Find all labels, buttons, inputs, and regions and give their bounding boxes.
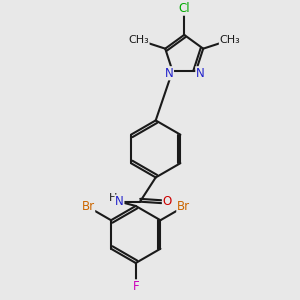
Text: Cl: Cl — [178, 2, 190, 15]
Text: Br: Br — [82, 200, 94, 214]
Text: N: N — [115, 195, 124, 208]
Text: N: N — [165, 67, 173, 80]
Text: N: N — [196, 67, 205, 80]
Text: Br: Br — [177, 200, 190, 214]
Text: CH₃: CH₃ — [219, 35, 240, 45]
Text: CH₃: CH₃ — [128, 35, 149, 45]
Text: H: H — [109, 193, 117, 203]
Text: O: O — [163, 195, 172, 208]
Text: F: F — [132, 280, 139, 293]
